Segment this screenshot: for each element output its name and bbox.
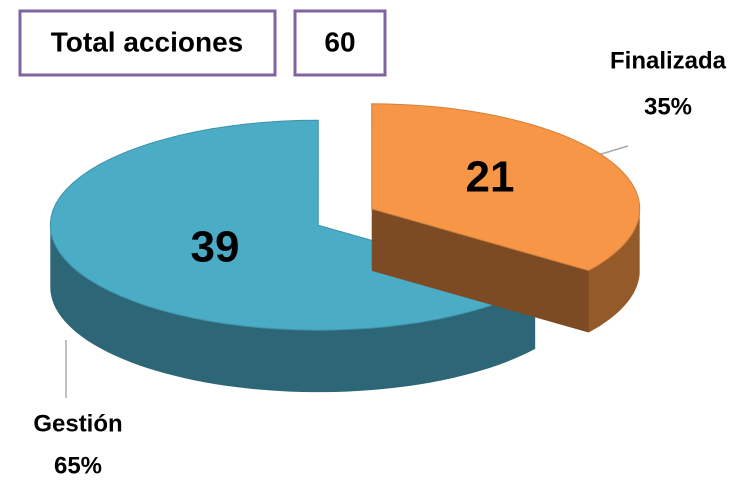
slice-side [50, 225, 536, 393]
total-label: Total acciones [51, 26, 243, 57]
value-label: 21 [466, 153, 515, 202]
slice-side [588, 208, 640, 333]
slice-wall [371, 208, 589, 333]
slice-top [371, 103, 641, 272]
pie [49, 103, 641, 393]
percent-label: 35% [644, 93, 692, 120]
percent-label: 65% [54, 452, 102, 479]
category-label: Gestión [33, 410, 122, 437]
total-value: 60 [324, 26, 355, 57]
total-label-box [18, 9, 277, 77]
total-value-box [293, 9, 387, 77]
value-label: 39 [191, 223, 240, 272]
slice [371, 103, 641, 333]
category-label: Finalizada [610, 47, 727, 74]
